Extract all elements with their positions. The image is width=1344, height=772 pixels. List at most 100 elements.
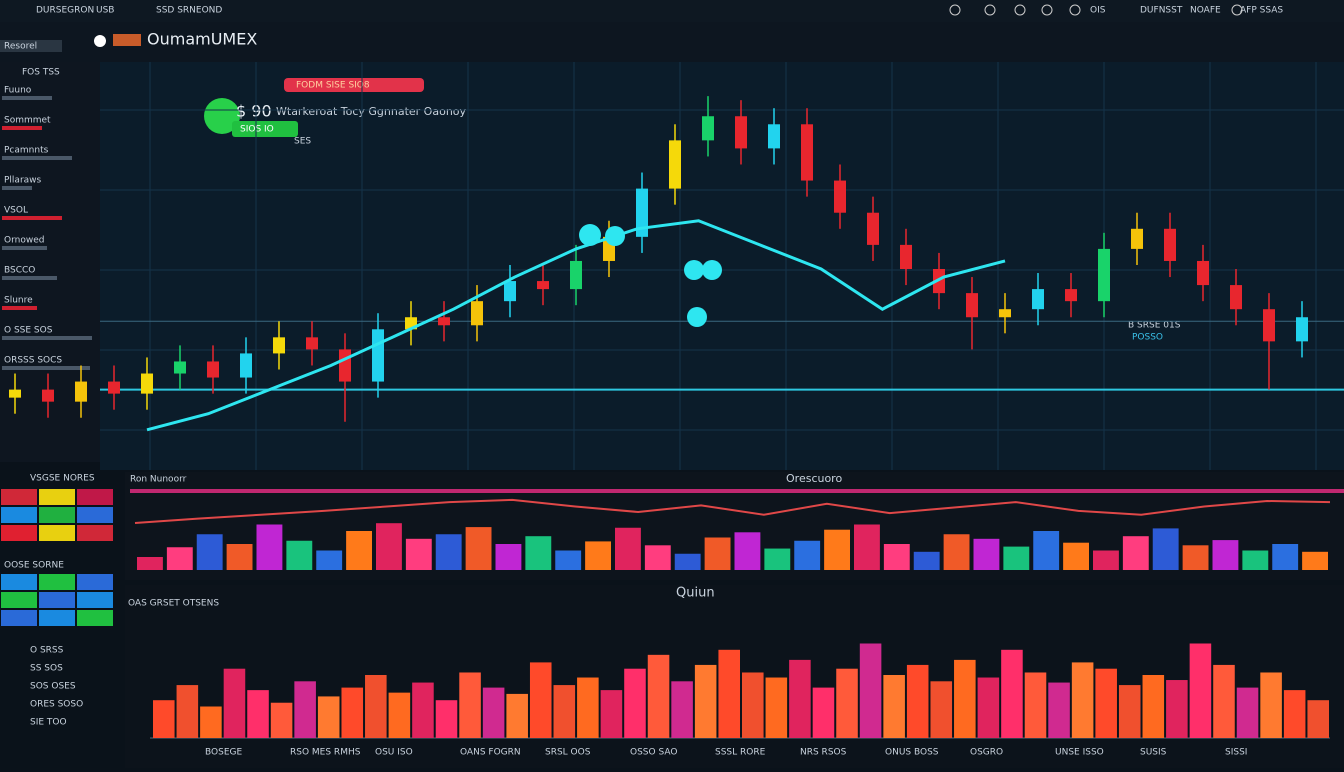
bottom-bar — [365, 675, 387, 738]
color-cell — [1, 525, 37, 541]
middle-bar — [973, 538, 1000, 570]
left-row: SIE TOO — [30, 718, 67, 728]
sidebar-title: FOS TSS — [22, 68, 60, 78]
bottom-title: Quiun — [676, 586, 715, 601]
color-cell — [1, 507, 37, 523]
sidebar-item: VSOL — [4, 206, 28, 216]
sidebar-item: Ornowed — [4, 236, 44, 246]
bottom-bar — [694, 664, 717, 738]
candle-body — [1131, 228, 1143, 249]
candle-body — [339, 349, 351, 382]
top-left-item: USB — [96, 6, 114, 16]
middle-bar — [1152, 528, 1179, 570]
top-icon — [949, 4, 961, 16]
bottom-bar — [176, 685, 199, 738]
sidebar-row-bar — [2, 276, 57, 280]
candle-body — [1164, 228, 1176, 261]
bottom-x-label: BOSEGE — [205, 748, 242, 758]
bottom-bar — [1283, 690, 1306, 738]
bottom-x-label: OSGRO — [970, 748, 1003, 758]
middle-bar — [1093, 550, 1119, 570]
bottom-bar — [506, 693, 528, 738]
candle-body — [1098, 248, 1110, 302]
candle-body — [504, 281, 516, 302]
sidebar-row-bar — [2, 336, 92, 340]
middle-bar — [824, 529, 850, 570]
candle-body — [570, 260, 582, 290]
bottom-bar — [624, 668, 646, 738]
middle-bar — [1182, 545, 1209, 570]
sidebar-item: O SSE SOS — [4, 326, 53, 336]
bottom-bar — [529, 662, 552, 738]
color-cell — [39, 592, 75, 608]
color-cell — [77, 489, 113, 505]
left-row: O SRSS — [30, 646, 64, 656]
middle-bar — [943, 534, 970, 570]
sidebar-row-bar — [2, 126, 42, 130]
candle-body — [1230, 285, 1242, 310]
left-panel-mid: OOSE SORNE — [4, 561, 64, 571]
candle-body — [801, 124, 813, 181]
top-right-item: AFP SSAS — [1240, 6, 1283, 16]
bottom-x-label: SSSL RORE — [715, 748, 766, 758]
middle-bar — [286, 540, 313, 570]
middle-bar — [316, 550, 343, 570]
bottom-bar — [812, 687, 835, 738]
bottom-bar — [1142, 675, 1165, 738]
middle-title: Orescuoro — [786, 472, 842, 485]
middle-bar — [1272, 544, 1299, 570]
candle-body — [240, 353, 252, 378]
top-icon — [984, 4, 996, 16]
middle-bar — [166, 547, 193, 570]
bottom-bar — [859, 643, 882, 738]
bottom-x-label: OSU ISO — [375, 748, 413, 758]
sidebar-row-bar — [2, 246, 47, 250]
left-row: SOS OSES — [30, 682, 76, 692]
middle-bar — [913, 551, 940, 570]
color-cell — [39, 525, 75, 541]
bottom-bar — [270, 702, 293, 738]
bottom-bar — [388, 692, 411, 738]
bottom-bar — [718, 649, 740, 738]
bottom-bar — [1189, 643, 1212, 738]
candle-body — [306, 337, 318, 350]
bottom-bar — [789, 659, 811, 738]
candle-body — [999, 309, 1011, 318]
middle-bar — [196, 534, 223, 570]
sidebar-item: ORSSS SOCS — [4, 356, 62, 366]
left-panel-top: VSGSE NORES — [30, 474, 95, 484]
bottom-bar — [1166, 680, 1188, 738]
price: $ 90 — [236, 102, 272, 121]
top-left-item: DURSEGRON — [36, 6, 94, 16]
header-bar — [0, 22, 1344, 62]
sidebar-item: Pllaraws — [4, 176, 42, 186]
candle-body — [966, 293, 978, 318]
sidebar-item: Sommmet — [4, 116, 51, 126]
middle-bar — [1033, 531, 1060, 570]
top-icon — [1014, 4, 1026, 16]
middle-bar — [376, 523, 402, 570]
sidebar-item: BSCCO — [4, 266, 35, 276]
middle-bar — [764, 548, 791, 570]
bottom-bar — [200, 706, 222, 738]
price-icon — [204, 98, 240, 134]
trend-node — [579, 224, 601, 246]
sidebar-row-bar — [2, 216, 62, 220]
bottom-bar — [883, 675, 905, 738]
bottom-bar — [1024, 672, 1047, 738]
candle-body — [735, 116, 747, 149]
bottom-bar — [742, 672, 764, 738]
color-cell — [1, 592, 37, 608]
marker-sub: POSSO — [1132, 333, 1163, 343]
middle-bar — [256, 524, 283, 570]
bottom-x-label: SUSIS — [1140, 748, 1167, 758]
price-chip-text: SIOS IO — [240, 125, 274, 135]
middle-line — [134, 498, 1331, 524]
middle-bar — [883, 544, 910, 570]
middle-bar — [346, 531, 372, 570]
tab[interactable] — [0, 40, 62, 52]
tab-label[interactable]: Resorel — [4, 42, 37, 52]
middle-bar — [585, 541, 611, 570]
candle-body — [702, 116, 714, 141]
candle-body — [834, 180, 846, 213]
